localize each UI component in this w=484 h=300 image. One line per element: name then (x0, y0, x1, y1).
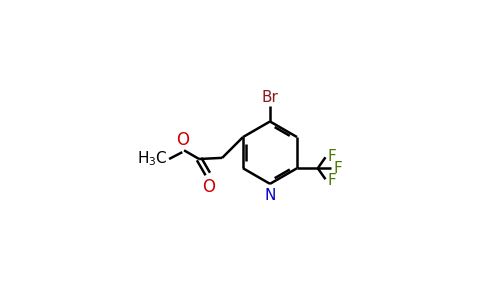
Text: O: O (202, 178, 215, 196)
Text: N: N (264, 188, 276, 202)
Text: F: F (327, 173, 336, 188)
Text: O: O (177, 131, 189, 149)
Text: F: F (327, 148, 336, 164)
Text: F: F (333, 161, 342, 176)
Text: Br: Br (261, 90, 278, 105)
Text: H$_3$C: H$_3$C (137, 150, 168, 168)
